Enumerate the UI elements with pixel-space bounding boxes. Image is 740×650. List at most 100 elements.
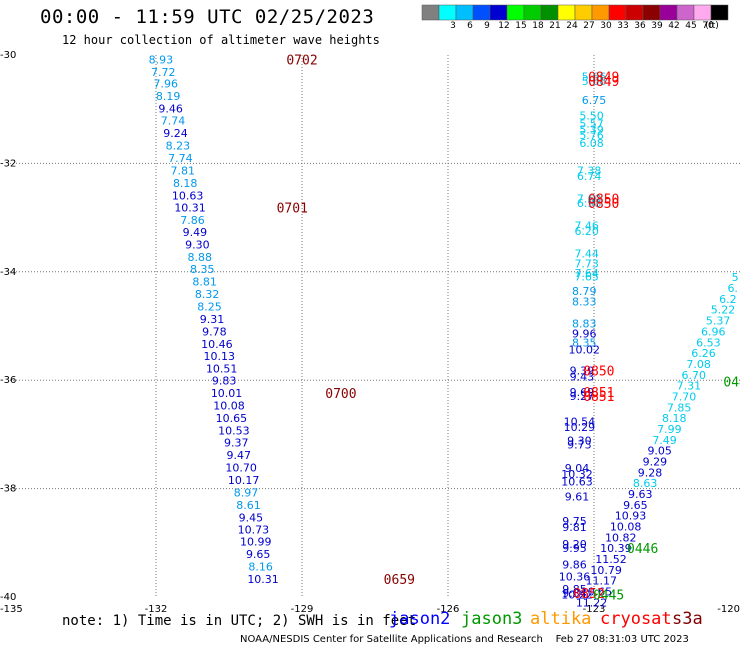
swh-point-label: 6.75 (582, 94, 607, 107)
swh-point-label: 8.63 (633, 477, 658, 490)
colorbar-tick-label: 24 (566, 21, 578, 31)
swh-point-label: 8.18 (662, 412, 687, 425)
time-label: 0851 (583, 386, 614, 401)
colorbar-tick-label: 6 (467, 21, 473, 31)
swh-point-label: 10.93 (615, 510, 647, 523)
credit-line: NOAA/NESDIS Center for Satellite Applica… (240, 634, 689, 645)
swh-point-label: 9.27 (570, 390, 595, 403)
colorbar-tick-label: 36 (634, 21, 646, 31)
colorbar-swatch (489, 4, 508, 21)
colorbar-tick-label: 21 (549, 21, 561, 31)
y-tick-label: -30 (0, 50, 16, 61)
swh-point-label: 8.93 (149, 53, 174, 66)
time-label: 0445 (593, 588, 624, 603)
swh-point-label: 9.61 (565, 491, 590, 504)
swh-point-label: 10.65 (581, 586, 613, 599)
colorbar-tick-label: 9 (484, 21, 490, 31)
colorbar-swatch (625, 4, 644, 21)
swh-point-label: 10.31 (247, 573, 279, 586)
colorbar-swatch (693, 4, 712, 21)
colorbar-tick-label: 15 (515, 21, 527, 31)
swh-point-label: 6.96 (701, 325, 726, 338)
time-label: 0852 (573, 587, 604, 602)
swh-point-label: 8.61 (236, 499, 261, 512)
swh-point-label: 11.22 (576, 596, 608, 609)
time-label: 0849 (588, 75, 619, 90)
x-tick-label: -120 (717, 604, 740, 615)
swh-point-label: 10.17 (228, 474, 260, 487)
colorbar-tick-label: 45 (685, 21, 697, 31)
swh-point-label: 7.46 (574, 220, 599, 233)
swh-point-label: 11.17 (586, 575, 618, 588)
swh-point-label: 9.05 (647, 445, 672, 458)
swh-point-label: 9.85 (562, 583, 587, 596)
legend-cryosat: cryosat (600, 609, 672, 629)
colorbar-swatch (540, 4, 559, 21)
swh-point-label: 7.72 (151, 66, 176, 79)
swh-point-label: 8.79 (572, 285, 597, 298)
swh-point-label: 6.26 (691, 347, 716, 360)
x-tick-label: -132 (145, 604, 168, 615)
swh-point-label: 9.65 (623, 499, 648, 512)
legend-s3a: s3a (672, 609, 703, 629)
colorbar-swatch (574, 4, 593, 21)
swh-point-label: 7.74 (161, 115, 186, 128)
swh-point-label: 5.22 (711, 304, 736, 317)
swh-point-label: 9.95 (562, 542, 587, 555)
time-label: 0446 (627, 542, 658, 557)
swh-point-label: 8.88 (188, 251, 213, 264)
swh-point-label: 7.74 (168, 152, 193, 165)
swh-point-label: 9.81 (562, 521, 587, 534)
swh-point-label: 5.37 (706, 315, 731, 328)
time-label: 0850 (588, 197, 619, 212)
colorbar-swatch (659, 4, 678, 21)
swh-point-label: 10.54 (564, 415, 596, 428)
swh-point-label: 10.53 (218, 425, 250, 438)
time-label: 0851 (583, 390, 614, 405)
swh-point-label: 9.65 (246, 548, 271, 561)
colorbar-swatch (438, 4, 457, 21)
swh-point-label: 9.83 (212, 375, 237, 388)
swh-point-label: 9.20 (562, 538, 587, 551)
swh-point-label: 5.50 (579, 110, 604, 123)
swh-point-label: 7.49 (652, 434, 677, 447)
swh-point-label: 10.31 (174, 201, 206, 214)
time-label: 0702 (286, 53, 317, 68)
swh-point-label: 6.53 (696, 336, 721, 349)
swh-point-label: 8.25 (197, 300, 222, 313)
swh-point-label: 10.13 (204, 350, 236, 363)
legend-altika: altika (530, 609, 592, 629)
swh-point-label: 9.45 (239, 511, 264, 524)
swh-point-label: 7.81 (171, 164, 196, 177)
swh-point-label: 9.04 (565, 462, 590, 475)
colorbar-swatch (710, 4, 729, 21)
swh-point-label: 8.35 (572, 336, 597, 349)
swh-point-label: 10.22 (561, 588, 593, 601)
swh-point-label: 6. (727, 282, 738, 295)
x-tick-label: -126 (437, 604, 460, 615)
swh-point-label: 8.83 (572, 317, 597, 330)
y-tick-label: -34 (0, 267, 16, 278)
swh-point-label: 10.39 (600, 542, 632, 555)
swh-point-label: 10.51 (206, 362, 238, 375)
swh-point-label: 5.76 (579, 129, 604, 142)
swh-point-label: 9.37 (224, 437, 249, 450)
swh-point-label: 6.70 (682, 369, 707, 382)
time-label: 044 (723, 375, 740, 390)
swh-point-label: 6.08 (579, 137, 604, 150)
swh-point-label: 10.63 (561, 476, 593, 489)
x-tick-label: -123 (583, 604, 606, 615)
colorbar-swatch (642, 4, 661, 21)
swh-point-label: 9.34 (562, 587, 587, 600)
swh-point-label: 10.73 (238, 523, 270, 536)
swh-point-label: 9.73 (567, 439, 592, 452)
swh-point-label: 7.70 (672, 390, 697, 403)
colorbar-tick-label: 33 (617, 21, 629, 31)
swh-point-label: 10.02 (569, 343, 601, 356)
page-subtitle: 12 hour collection of altimeter wave hei… (62, 33, 380, 47)
swh-point-label: 9.46 (158, 103, 183, 116)
swh-point-label: 8.19 (156, 90, 181, 103)
swh-point-label: 10.36 (559, 570, 591, 583)
swh-point-label: 10.99 (240, 536, 272, 549)
